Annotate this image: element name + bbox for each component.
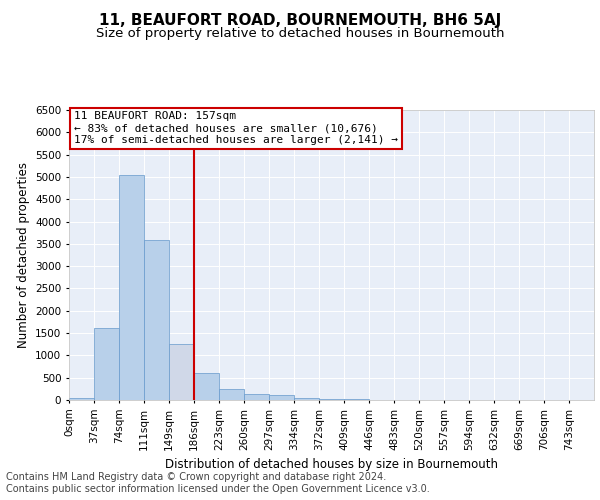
Text: 11 BEAUFORT ROAD: 157sqm
← 83% of detached houses are smaller (10,676)
17% of se: 11 BEAUFORT ROAD: 157sqm ← 83% of detach… — [74, 112, 398, 144]
Text: Contains public sector information licensed under the Open Government Licence v3: Contains public sector information licen… — [6, 484, 430, 494]
Bar — [69, 398, 94, 400]
Bar — [119, 174, 144, 400]
Bar — [244, 394, 269, 400]
X-axis label: Distribution of detached houses by size in Bournemouth: Distribution of detached houses by size … — [165, 458, 498, 471]
Text: Size of property relative to detached houses in Bournemouth: Size of property relative to detached ho… — [96, 28, 504, 40]
Bar — [269, 396, 294, 400]
Text: 11, BEAUFORT ROAD, BOURNEMOUTH, BH6 5AJ: 11, BEAUFORT ROAD, BOURNEMOUTH, BH6 5AJ — [99, 12, 501, 28]
Bar — [319, 399, 344, 400]
Text: Contains HM Land Registry data © Crown copyright and database right 2024.: Contains HM Land Registry data © Crown c… — [6, 472, 386, 482]
Bar — [169, 344, 194, 400]
Bar — [194, 373, 219, 400]
Bar — [94, 328, 119, 400]
Bar — [294, 398, 319, 400]
Bar — [219, 389, 244, 400]
Bar — [144, 240, 169, 400]
Y-axis label: Number of detached properties: Number of detached properties — [17, 162, 29, 348]
